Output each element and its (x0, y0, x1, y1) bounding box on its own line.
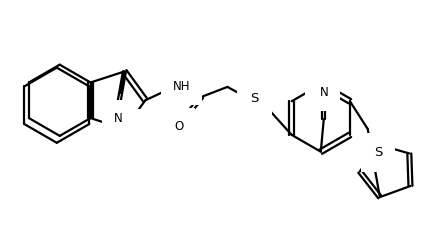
Text: N: N (319, 86, 328, 99)
Text: S: S (374, 146, 382, 159)
Text: S: S (120, 122, 128, 136)
Text: O: O (174, 120, 184, 133)
Text: S: S (250, 92, 259, 105)
Text: NH: NH (173, 80, 191, 94)
Text: N: N (113, 112, 122, 125)
Text: N: N (316, 80, 325, 93)
